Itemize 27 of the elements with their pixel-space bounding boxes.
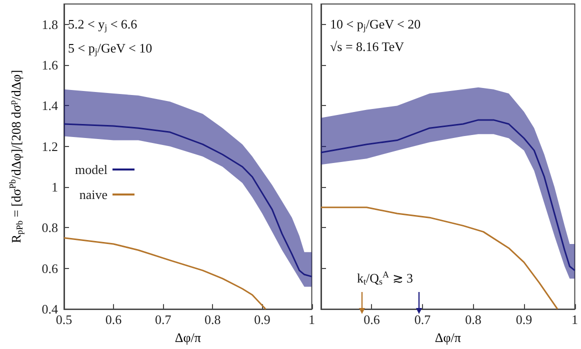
x-tick-label: 0.9 (254, 312, 270, 328)
y-tick-label: 0.8 (42, 220, 58, 236)
legend-label: model (74, 162, 108, 177)
x-axis-title: Δφ/π (434, 330, 462, 345)
annotation: √s = 8.16 TeV (330, 39, 405, 54)
x-tick-label: 1 (572, 312, 578, 328)
x-tick-label: 0.6 (364, 312, 380, 328)
x-tick-label: 1 (308, 312, 315, 328)
line-series (63, 123, 312, 278)
line-series (63, 237, 266, 310)
x-tick-label: 0.6 (105, 312, 122, 328)
x-tick-label: 0.7 (154, 312, 172, 328)
x-tick-label: 0.9 (516, 312, 532, 328)
x-tick-label: 0.8 (204, 312, 221, 328)
legend-label: naive (79, 187, 108, 202)
x-axis-title: Δφ/π (174, 330, 202, 345)
y-tick-label: 1 (52, 180, 58, 195)
y-tick-label: 1.2 (42, 138, 58, 154)
x-tick-label: 0.7 (414, 312, 432, 328)
y-tick-label: 1.4 (42, 98, 58, 114)
x-tick-label: 0.5 (56, 312, 72, 328)
y-tick-label: 0.4 (42, 302, 58, 317)
y-tick-label: 0.6 (42, 260, 58, 276)
y-tick-label: 1.8 (42, 16, 58, 32)
x-tick-label: 0.8 (465, 312, 482, 328)
y-tick-label: 1.6 (42, 58, 58, 73)
y-axis-title: RpPb = [dσPb/dΔφ]/[208 dσp/dΔφ] (8, 70, 24, 244)
